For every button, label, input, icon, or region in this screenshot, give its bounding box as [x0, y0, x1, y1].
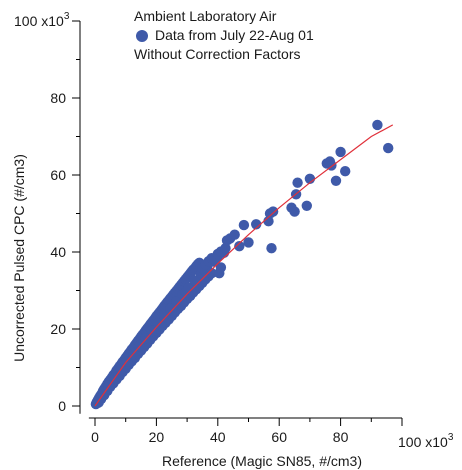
data-point — [171, 296, 182, 307]
y-tick-label: 20 — [50, 321, 66, 337]
y-tick-label: 0 — [58, 398, 66, 414]
axes: 0 20 40 60 80 0 20 40 60 80 — [50, 20, 403, 445]
legend-note: Without Correction Factors — [134, 46, 301, 62]
data-point — [229, 229, 240, 240]
legend-marker — [136, 30, 148, 42]
y-multiplier: 100 x103 — [14, 11, 70, 29]
data-point — [215, 262, 227, 273]
data-point — [266, 243, 277, 254]
data-point — [165, 303, 176, 314]
x-tick-label: 40 — [210, 429, 226, 445]
data-point — [152, 318, 164, 329]
data-point — [292, 177, 303, 188]
legend-title: Ambient Laboratory Air — [134, 8, 277, 24]
data-point — [234, 241, 245, 252]
data-point — [340, 166, 351, 177]
data-point — [335, 146, 346, 158]
data-point — [243, 237, 254, 248]
x-axis-label: Reference (Magic SN85, #/cm3) — [162, 453, 362, 469]
data-point — [383, 142, 394, 154]
data-point — [158, 310, 170, 322]
x-multiplier-exponent: 3 — [448, 432, 454, 443]
data-points-layer — [90, 119, 394, 410]
data-point — [267, 206, 279, 217]
x-tick-label: 0 — [91, 429, 99, 445]
x-tick-label: 20 — [149, 429, 165, 445]
x-tick-label: 60 — [271, 429, 287, 445]
data-point — [330, 175, 342, 186]
fit-curve-layer — [94, 124, 394, 407]
y-tick-label: 60 — [50, 167, 66, 183]
fit-curve — [94, 124, 394, 407]
data-point — [220, 243, 231, 254]
data-point — [146, 325, 157, 337]
y-axis-label: Uncorrected Pulsed CPC (#/cm3) — [11, 154, 27, 362]
legend: Ambient Laboratory Air Data from July 22… — [134, 8, 314, 62]
x-multiplier-label: 100 x103 — [398, 432, 454, 450]
data-point — [238, 219, 250, 231]
x-multiplier: 100 x103 — [398, 432, 454, 450]
y-tick-label: 80 — [50, 90, 66, 106]
legend-series-label: Data from July 22-Aug 01 — [155, 27, 314, 43]
y-tick-label: 40 — [50, 244, 66, 260]
y-multiplier-label: 100 x103 — [14, 11, 70, 29]
data-point — [301, 200, 312, 211]
data-point — [372, 119, 383, 131]
x-tick-label: 80 — [333, 429, 349, 445]
y-multiplier-exponent: 3 — [64, 11, 70, 22]
data-point — [251, 219, 262, 230]
data-point — [289, 206, 300, 217]
